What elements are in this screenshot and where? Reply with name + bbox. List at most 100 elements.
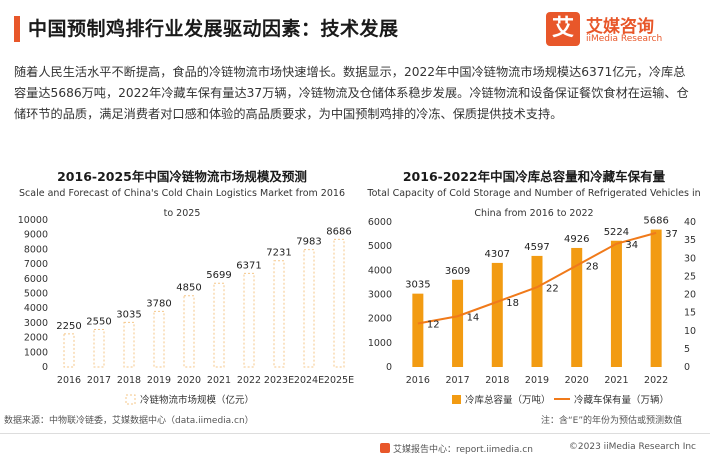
right-chart: 0100020003000400050006000051015202530354…: [368, 216, 696, 406]
y-tick-label: 0: [42, 362, 48, 373]
legend-swatch-bar: [452, 395, 461, 404]
logo-icon: 艾: [546, 12, 580, 46]
bar-value-label: 8686: [326, 226, 351, 237]
logo-text-en: iiMedia Research: [586, 34, 663, 44]
footer-divider: [0, 433, 710, 434]
y-tick-label: 6000: [368, 217, 392, 228]
bar: [93, 329, 105, 368]
x-tick-label: 2020: [565, 375, 589, 386]
right-chart-subtitle: Total Capacity of Cold Storage and Numbe…: [367, 188, 701, 219]
legend-label-line: 冷藏车保有量（万辆）: [574, 394, 669, 406]
bar: [243, 272, 255, 368]
report-site-text: 艾媒报告中心：report.iimedia.cn: [393, 445, 533, 455]
y-tick-label: 3000: [24, 318, 48, 329]
bar-value-label: 5686: [643, 216, 668, 227]
bar: [123, 321, 135, 368]
bar: [63, 333, 75, 368]
y-tick-label: 1000: [24, 347, 48, 358]
left-chart-title: 2016-2025年中国冷链物流市场规模及预测: [57, 169, 307, 184]
line-value-label: 37: [665, 229, 678, 240]
x-tick-label: 2022: [237, 375, 261, 386]
x-tick-label: 2017: [445, 375, 469, 386]
x-tick-label: 2019: [147, 375, 171, 386]
x-tick-label: 2024E: [294, 375, 324, 386]
bar-value-label: 7231: [266, 248, 291, 259]
y-tick-label: 5000: [24, 289, 48, 300]
y-tick-label: 4000: [368, 265, 392, 276]
line-series: [417, 231, 657, 325]
x-tick-label: 2021: [604, 375, 628, 386]
line-value-label: 22: [546, 283, 559, 294]
bar-value-label: 5224: [604, 227, 629, 238]
bar: [183, 295, 195, 368]
bar-value-label: 3609: [445, 266, 470, 277]
right-chart-title: 2016-2022年中国冷库总容量和冷藏车保有量: [402, 169, 666, 184]
bar: [531, 255, 543, 367]
y-tick-label: 8000: [24, 244, 48, 255]
x-tick-label: 2018: [117, 375, 141, 386]
bar: [452, 279, 464, 367]
brand-logo: 艾 艾媒咨询 iiMedia Research: [546, 10, 696, 50]
y2-tick-label: 20: [684, 290, 696, 301]
footnote: 注：含“E”的年份为预估或预测数值: [540, 416, 682, 426]
y-tick-label: 1000: [368, 338, 392, 349]
y2-tick-label: 0: [684, 362, 690, 373]
bar: [571, 247, 583, 367]
x-tick-label: 2022: [644, 375, 668, 386]
bar-value-label: 3780: [146, 298, 171, 309]
bar: [153, 310, 165, 368]
legend-swatch: [125, 394, 136, 405]
bar: [412, 293, 424, 367]
bar-value-label: 4926: [564, 234, 589, 245]
legend-label: 冷链物流市场规模（亿元）: [140, 394, 254, 406]
x-tick-label: 2020: [177, 375, 201, 386]
legend-label-bar: 冷库总容量（万吨）: [465, 394, 551, 406]
bar-value-label: 3035: [116, 309, 141, 320]
bar-value-label: 3035: [405, 280, 430, 291]
y-tick-label: 7000: [24, 259, 48, 270]
line-value-label: 18: [506, 298, 519, 309]
bar: [610, 240, 622, 367]
y-tick-label: 3000: [368, 290, 392, 301]
report-site: 艾媒报告中心：report.iimedia.cn: [380, 442, 533, 455]
y2-tick-label: 10: [684, 326, 696, 337]
line-value-label: 12: [427, 320, 440, 331]
page-title: 中国预制鸡排行业发展驱动因素：技术发展: [28, 18, 399, 40]
data-source: 数据来源：中物联冷链委，艾媒数据中心（data.iimedia.cn）: [4, 416, 254, 426]
bar-value-label: 6371: [236, 260, 261, 271]
bar: [273, 260, 285, 368]
y-tick-label: 2000: [368, 314, 392, 325]
bar: [213, 282, 225, 368]
logo-text-cn: 艾媒咨询: [586, 17, 654, 37]
bar-value-label: 5699: [206, 270, 231, 281]
bar: [333, 238, 345, 368]
x-tick-label: 2023E: [264, 375, 294, 386]
bar-value-label: 2250: [56, 321, 81, 332]
bar-value-label: 4307: [485, 249, 510, 260]
y-tick-label: 0: [386, 362, 392, 373]
copyright: ©2023 iiMedia Research Inc: [568, 442, 696, 452]
y2-tick-label: 25: [684, 271, 696, 282]
y-tick-label: 4000: [24, 303, 48, 314]
x-tick-label: 2025E: [324, 375, 354, 386]
y-tick-label: 5000: [368, 241, 392, 252]
bar-value-label: 7983: [296, 237, 321, 248]
line-value-label: 28: [586, 262, 599, 273]
line-value-label: 34: [625, 240, 638, 251]
x-tick-label: 2016: [406, 375, 430, 386]
left-chart: 0 1000 2000 3000 4000 5000 6000 7000 8000 9000 100…: [18, 215, 354, 406]
x-tick-label: 2016: [57, 375, 81, 386]
bar: [303, 249, 315, 368]
y2-tick-label: 5: [684, 344, 690, 355]
brand-mini-icon: [380, 443, 390, 453]
y2-tick-label: 40: [684, 217, 696, 228]
bar-value-label: 2550: [86, 317, 111, 328]
y-tick-label: 6000: [24, 274, 48, 285]
y-tick-label: 2000: [24, 333, 48, 344]
x-tick-label: 2017: [87, 375, 111, 386]
line-value-label: 14: [467, 312, 480, 323]
bar: [491, 262, 503, 367]
title-accent-bar: [14, 16, 20, 42]
y2-tick-label: 35: [684, 235, 696, 246]
bar-value-label: 4597: [524, 242, 549, 253]
